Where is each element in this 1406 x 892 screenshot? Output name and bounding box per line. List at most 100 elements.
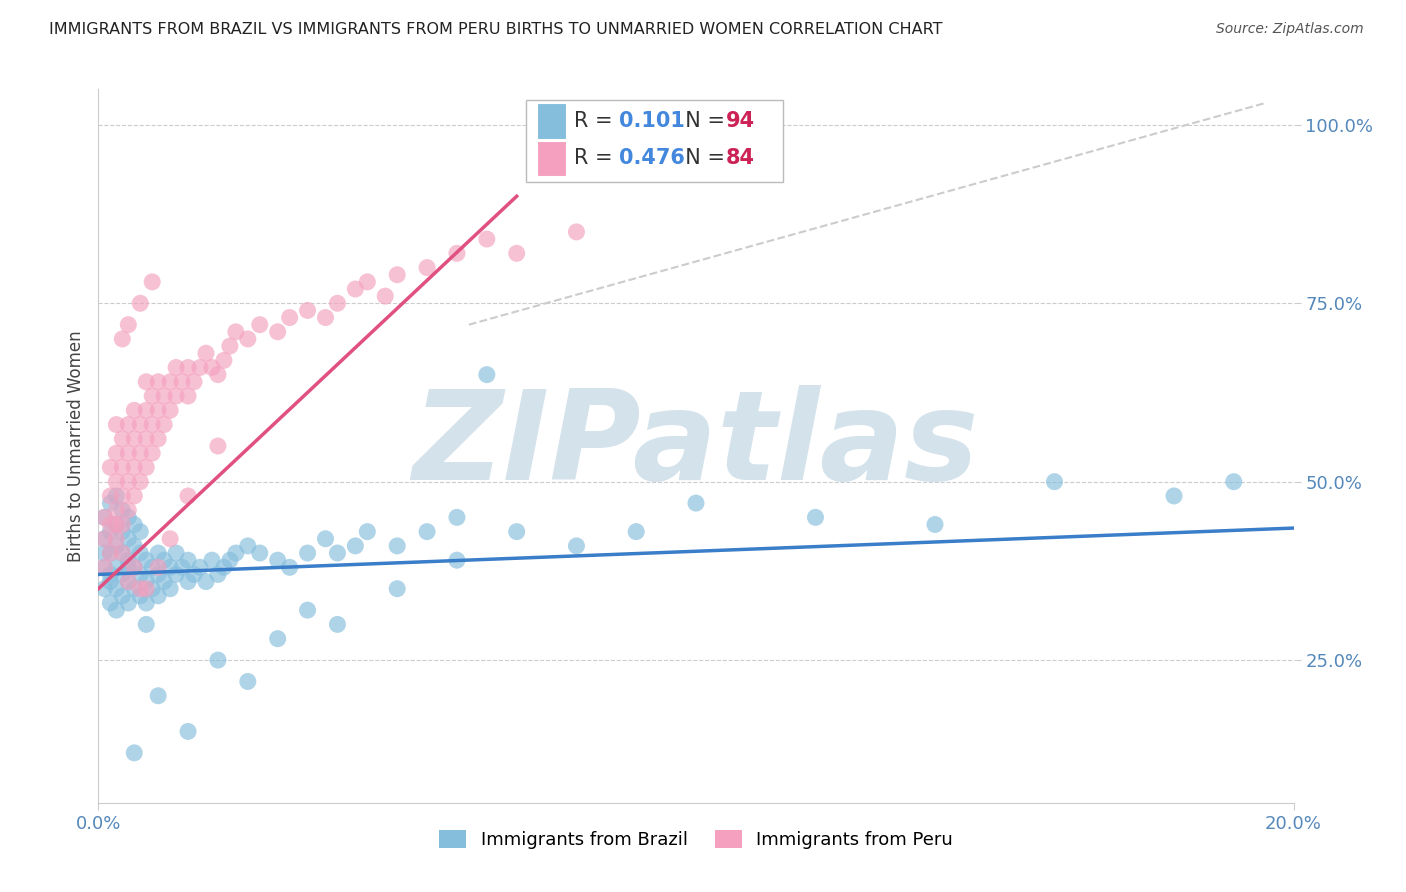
Point <box>117 318 139 332</box>
Text: N =: N = <box>672 112 731 131</box>
Point <box>201 553 224 567</box>
Point <box>315 532 337 546</box>
Point <box>141 389 163 403</box>
Point <box>105 475 128 489</box>
Point <box>129 296 152 310</box>
Point <box>93 510 115 524</box>
Point <box>148 546 170 560</box>
Point <box>506 246 529 260</box>
Point <box>135 596 157 610</box>
Point <box>117 574 139 589</box>
Point <box>159 375 181 389</box>
Point <box>506 524 529 539</box>
Point <box>153 417 176 432</box>
Point <box>111 546 134 560</box>
Point <box>124 539 146 553</box>
Point <box>172 560 194 574</box>
Point <box>1163 489 1185 503</box>
Point <box>105 532 128 546</box>
Point <box>297 603 319 617</box>
Point <box>105 560 128 574</box>
Point <box>105 503 128 517</box>
Point <box>148 560 170 574</box>
Point <box>117 553 139 567</box>
Point <box>111 567 134 582</box>
Point <box>98 517 122 532</box>
Point <box>177 360 200 375</box>
Point <box>129 546 152 560</box>
Point <box>148 589 170 603</box>
Point <box>124 517 146 532</box>
Point <box>124 746 146 760</box>
Point <box>385 268 409 282</box>
Point <box>177 389 200 403</box>
Point <box>111 589 134 603</box>
Point <box>135 553 157 567</box>
Point <box>111 517 134 532</box>
Point <box>195 346 218 360</box>
Point <box>475 368 498 382</box>
Point <box>117 532 139 546</box>
Point <box>374 289 396 303</box>
Point <box>249 546 271 560</box>
Point <box>135 375 157 389</box>
Point <box>111 503 134 517</box>
Point <box>159 582 181 596</box>
Point <box>165 360 187 375</box>
Point <box>315 310 337 325</box>
Point <box>111 332 134 346</box>
Point <box>626 524 648 539</box>
Point <box>135 403 157 417</box>
Point <box>195 574 218 589</box>
Point <box>356 524 378 539</box>
Point <box>117 560 139 574</box>
Point <box>201 360 224 375</box>
Point <box>111 524 134 539</box>
Point <box>93 546 115 560</box>
Point <box>98 524 122 539</box>
Text: 0.476: 0.476 <box>620 148 685 169</box>
Point <box>1223 475 1246 489</box>
Point <box>93 510 115 524</box>
Point <box>278 560 301 574</box>
Point <box>117 503 139 517</box>
Point <box>446 510 468 524</box>
Point <box>124 560 146 574</box>
Point <box>475 232 498 246</box>
Point <box>207 567 229 582</box>
Point <box>249 318 271 332</box>
Point <box>165 389 187 403</box>
Point <box>165 567 187 582</box>
Point <box>141 582 163 596</box>
Point <box>111 546 134 560</box>
FancyBboxPatch shape <box>537 103 565 139</box>
Point <box>129 475 152 489</box>
Point <box>105 517 128 532</box>
Point <box>117 417 139 432</box>
Text: 0.101: 0.101 <box>620 112 685 131</box>
Point <box>188 560 211 574</box>
Point <box>153 553 176 567</box>
Point <box>105 539 128 553</box>
FancyBboxPatch shape <box>537 141 565 177</box>
Point <box>165 546 187 560</box>
Point <box>129 446 152 460</box>
Point <box>177 574 200 589</box>
Point <box>212 560 235 574</box>
Point <box>446 553 468 567</box>
Point <box>93 532 115 546</box>
Point <box>148 403 170 417</box>
Point <box>148 432 170 446</box>
Text: 94: 94 <box>725 112 755 131</box>
Point <box>1043 475 1066 489</box>
Point <box>326 546 349 560</box>
Point <box>236 332 259 346</box>
Point <box>188 360 211 375</box>
Point <box>207 653 229 667</box>
FancyBboxPatch shape <box>526 100 783 182</box>
Point <box>129 524 152 539</box>
Point <box>98 496 122 510</box>
Point <box>685 496 707 510</box>
Point <box>124 582 146 596</box>
Point <box>446 246 468 260</box>
